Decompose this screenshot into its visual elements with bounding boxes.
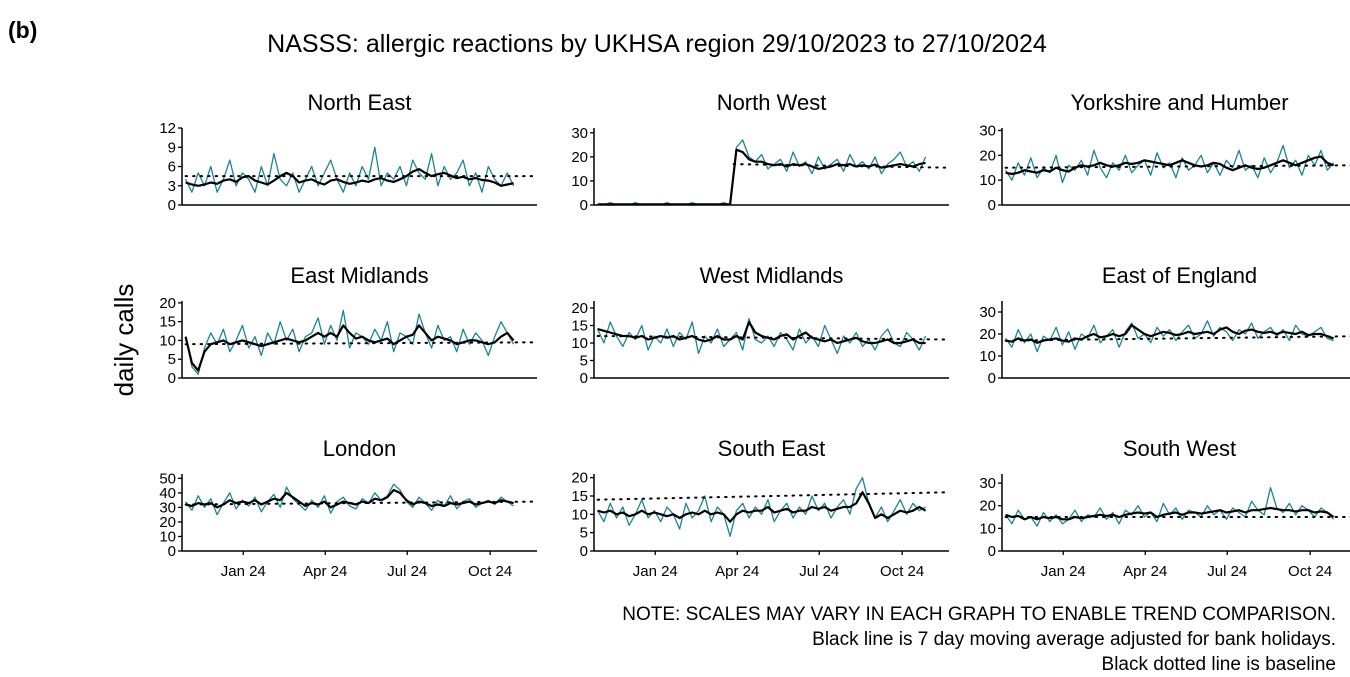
baseline-line	[1004, 335, 1350, 342]
daily-line	[1005, 486, 1335, 527]
y-tick-label: 20	[571, 470, 588, 487]
y-tick-label: 0	[988, 543, 996, 560]
y-tick-label: 30	[979, 475, 996, 492]
daily-line	[597, 139, 927, 206]
y-tick-label: 20	[571, 300, 588, 317]
average-line	[1005, 155, 1335, 176]
panel-title: Yorkshire and Humber	[1070, 90, 1288, 115]
x-tick-label: Oct 24	[468, 563, 512, 580]
figure-title: NASSS: allergic reactions by UKHSA regio…	[267, 30, 1047, 58]
y-tick-label: 5	[168, 351, 176, 368]
y-tick-label: 0	[988, 370, 996, 387]
panel-title: London	[323, 436, 396, 461]
panel-title: East Midlands	[290, 263, 428, 288]
y-tick-label: 15	[571, 488, 588, 505]
y-tick-label: 30	[979, 304, 996, 321]
y-tick-label: 15	[571, 318, 588, 335]
y-tick-label: 40	[159, 485, 176, 502]
baseline-line	[596, 335, 949, 341]
average-line	[1005, 506, 1335, 521]
x-tick-label: Jan 24	[221, 563, 266, 580]
note: Black line is 7 day moving average adjus…	[812, 629, 1336, 650]
daily-line	[597, 477, 926, 537]
y-tick-label: 3	[168, 178, 176, 195]
panel-title: West Midlands	[700, 263, 844, 288]
y-axis-label: daily calls	[109, 284, 139, 397]
note: Black dotted line is baseline	[1102, 654, 1336, 675]
average-line	[597, 148, 926, 206]
y-tick-label: 0	[580, 543, 588, 560]
daily-line	[1005, 144, 1335, 184]
y-tick-label: 20	[571, 149, 588, 166]
y-tick-label: 10	[159, 332, 176, 349]
x-tick-label: Jul 24	[387, 563, 427, 580]
x-tick-label: Oct 24	[1288, 563, 1332, 580]
y-tick-label: 0	[580, 197, 588, 214]
panel-label: (b)	[8, 17, 37, 43]
panel-title: East of England	[1102, 263, 1257, 288]
y-tick-label: 20	[979, 326, 996, 343]
average-line	[184, 324, 515, 372]
average-line	[597, 491, 927, 523]
y-tick-label: 30	[571, 125, 588, 142]
panel-title: North West	[717, 90, 827, 115]
baseline-line	[596, 491, 949, 501]
baseline-line	[184, 341, 537, 346]
baseline-line	[732, 163, 949, 169]
y-tick-label: 0	[580, 370, 588, 387]
y-tick-label: 10	[571, 335, 588, 352]
y-tick-label: 10	[979, 348, 996, 365]
y-tick-label: 9	[168, 139, 176, 156]
y-tick-label: 20	[979, 147, 996, 164]
y-tick-label: 5	[580, 353, 588, 370]
daily-line	[185, 146, 515, 193]
y-tick-label: 0	[168, 543, 176, 560]
y-tick-label: 12	[159, 120, 176, 137]
average-line	[597, 320, 926, 345]
note: NOTE: SCALES MAY VARY IN EACH GRAPH TO E…	[622, 604, 1336, 625]
average-line	[1005, 324, 1334, 344]
average-line	[185, 168, 514, 187]
y-tick-label: 10	[571, 173, 588, 190]
y-tick-label: 30	[979, 122, 996, 139]
y-tick-label: 0	[168, 197, 176, 214]
x-tick-label: Jan 24	[1041, 563, 1086, 580]
y-tick-label: 20	[159, 295, 176, 312]
x-tick-label: Apr 24	[303, 563, 347, 580]
daily-line	[185, 483, 514, 516]
y-tick-label: 30	[159, 499, 176, 516]
x-tick-label: Apr 24	[1123, 563, 1167, 580]
y-tick-label: 50	[159, 470, 176, 487]
panel-title: South East	[718, 436, 826, 461]
y-tick-label: 20	[159, 514, 176, 531]
x-tick-label: Apr 24	[715, 563, 759, 580]
y-tick-label: 10	[159, 528, 176, 545]
y-tick-label: 10	[571, 506, 588, 523]
panel-title: South West	[1123, 436, 1236, 461]
y-tick-label: 15	[159, 314, 176, 331]
y-tick-label: 10	[979, 520, 996, 537]
x-tick-label: Jan 24	[633, 563, 678, 580]
y-tick-label: 20	[979, 498, 996, 515]
x-tick-label: Oct 24	[880, 563, 924, 580]
y-tick-label: 10	[979, 172, 996, 189]
y-tick-label: 5	[580, 525, 588, 542]
panel-title: North East	[308, 90, 412, 115]
y-tick-label: 0	[168, 370, 176, 387]
baseline-line	[1004, 164, 1350, 169]
y-tick-label: 0	[988, 197, 996, 214]
baseline-line	[184, 500, 537, 506]
y-tick-label: 6	[168, 159, 176, 176]
x-tick-label: Jul 24	[799, 563, 839, 580]
x-tick-label: Jul 24	[1207, 563, 1247, 580]
